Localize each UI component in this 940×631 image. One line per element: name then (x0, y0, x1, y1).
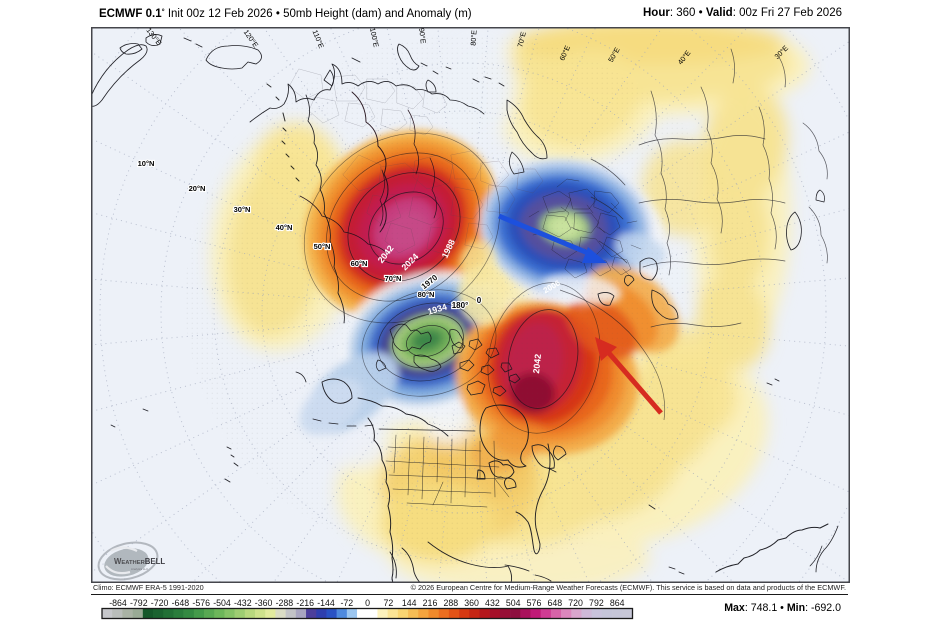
svg-text:70°N: 70°N (385, 274, 402, 283)
svg-text:-504: -504 (213, 598, 231, 608)
svg-text:100°E: 100°E (368, 27, 381, 48)
svg-text:70°N: 70°N (385, 274, 402, 283)
svg-text:720: 720 (568, 598, 583, 608)
svg-text:WEATHERBELL: WEATHERBELL (114, 557, 165, 566)
svg-text:72: 72 (384, 598, 394, 608)
svg-text:60°N: 60°N (351, 259, 368, 268)
svg-text:-216: -216 (296, 598, 314, 608)
svg-text:648: 648 (547, 598, 562, 608)
svg-text:-72: -72 (340, 598, 353, 608)
svg-text:576: 576 (527, 598, 542, 608)
svg-text:0: 0 (477, 296, 482, 305)
svg-text:-432: -432 (234, 598, 252, 608)
svg-text:70°E: 70°E (515, 31, 528, 49)
svg-text:30°N: 30°N (234, 205, 251, 214)
svg-text:30°N: 30°N (234, 205, 251, 214)
svg-text:10°N: 10°N (138, 159, 155, 168)
svg-text:-864: -864 (109, 598, 127, 608)
svg-text:-576: -576 (192, 598, 210, 608)
svg-text:80°E: 80°E (468, 29, 478, 45)
svg-text:-360: -360 (255, 598, 273, 608)
svg-text:0: 0 (365, 598, 370, 608)
svg-text:40°N: 40°N (276, 223, 293, 232)
svg-text:10°N: 10°N (138, 159, 155, 168)
svg-text:504: 504 (506, 598, 521, 608)
svg-text:80°N: 80°N (418, 290, 435, 299)
svg-text:864: 864 (610, 598, 625, 608)
svg-text:-792: -792 (130, 598, 148, 608)
svg-text:144: 144 (402, 598, 417, 608)
svg-text:Analytics LLC: Analytics LLC (131, 567, 148, 571)
svg-text:-288: -288 (276, 598, 294, 608)
svg-text:60°N: 60°N (351, 259, 368, 268)
svg-text:2042: 2042 (531, 353, 543, 374)
svg-text:432: 432 (485, 598, 500, 608)
svg-text:360: 360 (464, 598, 479, 608)
svg-text:50°N: 50°N (314, 242, 331, 251)
svg-text:-648: -648 (172, 598, 190, 608)
svg-text:0: 0 (477, 296, 482, 305)
svg-text:50°N: 50°N (314, 242, 331, 251)
svg-text:20°N: 20°N (189, 184, 206, 193)
svg-text:80°N: 80°N (418, 290, 435, 299)
svg-text:288: 288 (443, 598, 458, 608)
svg-text:40°N: 40°N (276, 223, 293, 232)
svg-text:792: 792 (589, 598, 604, 608)
svg-text:20°N: 20°N (189, 184, 206, 193)
svg-text:216: 216 (423, 598, 438, 608)
svg-text:-144: -144 (317, 598, 335, 608)
svg-text:180°: 180° (452, 301, 469, 310)
svg-text:-720: -720 (151, 598, 169, 608)
svg-text:180°: 180° (452, 301, 469, 310)
svg-text:90°E: 90°E (417, 27, 428, 44)
